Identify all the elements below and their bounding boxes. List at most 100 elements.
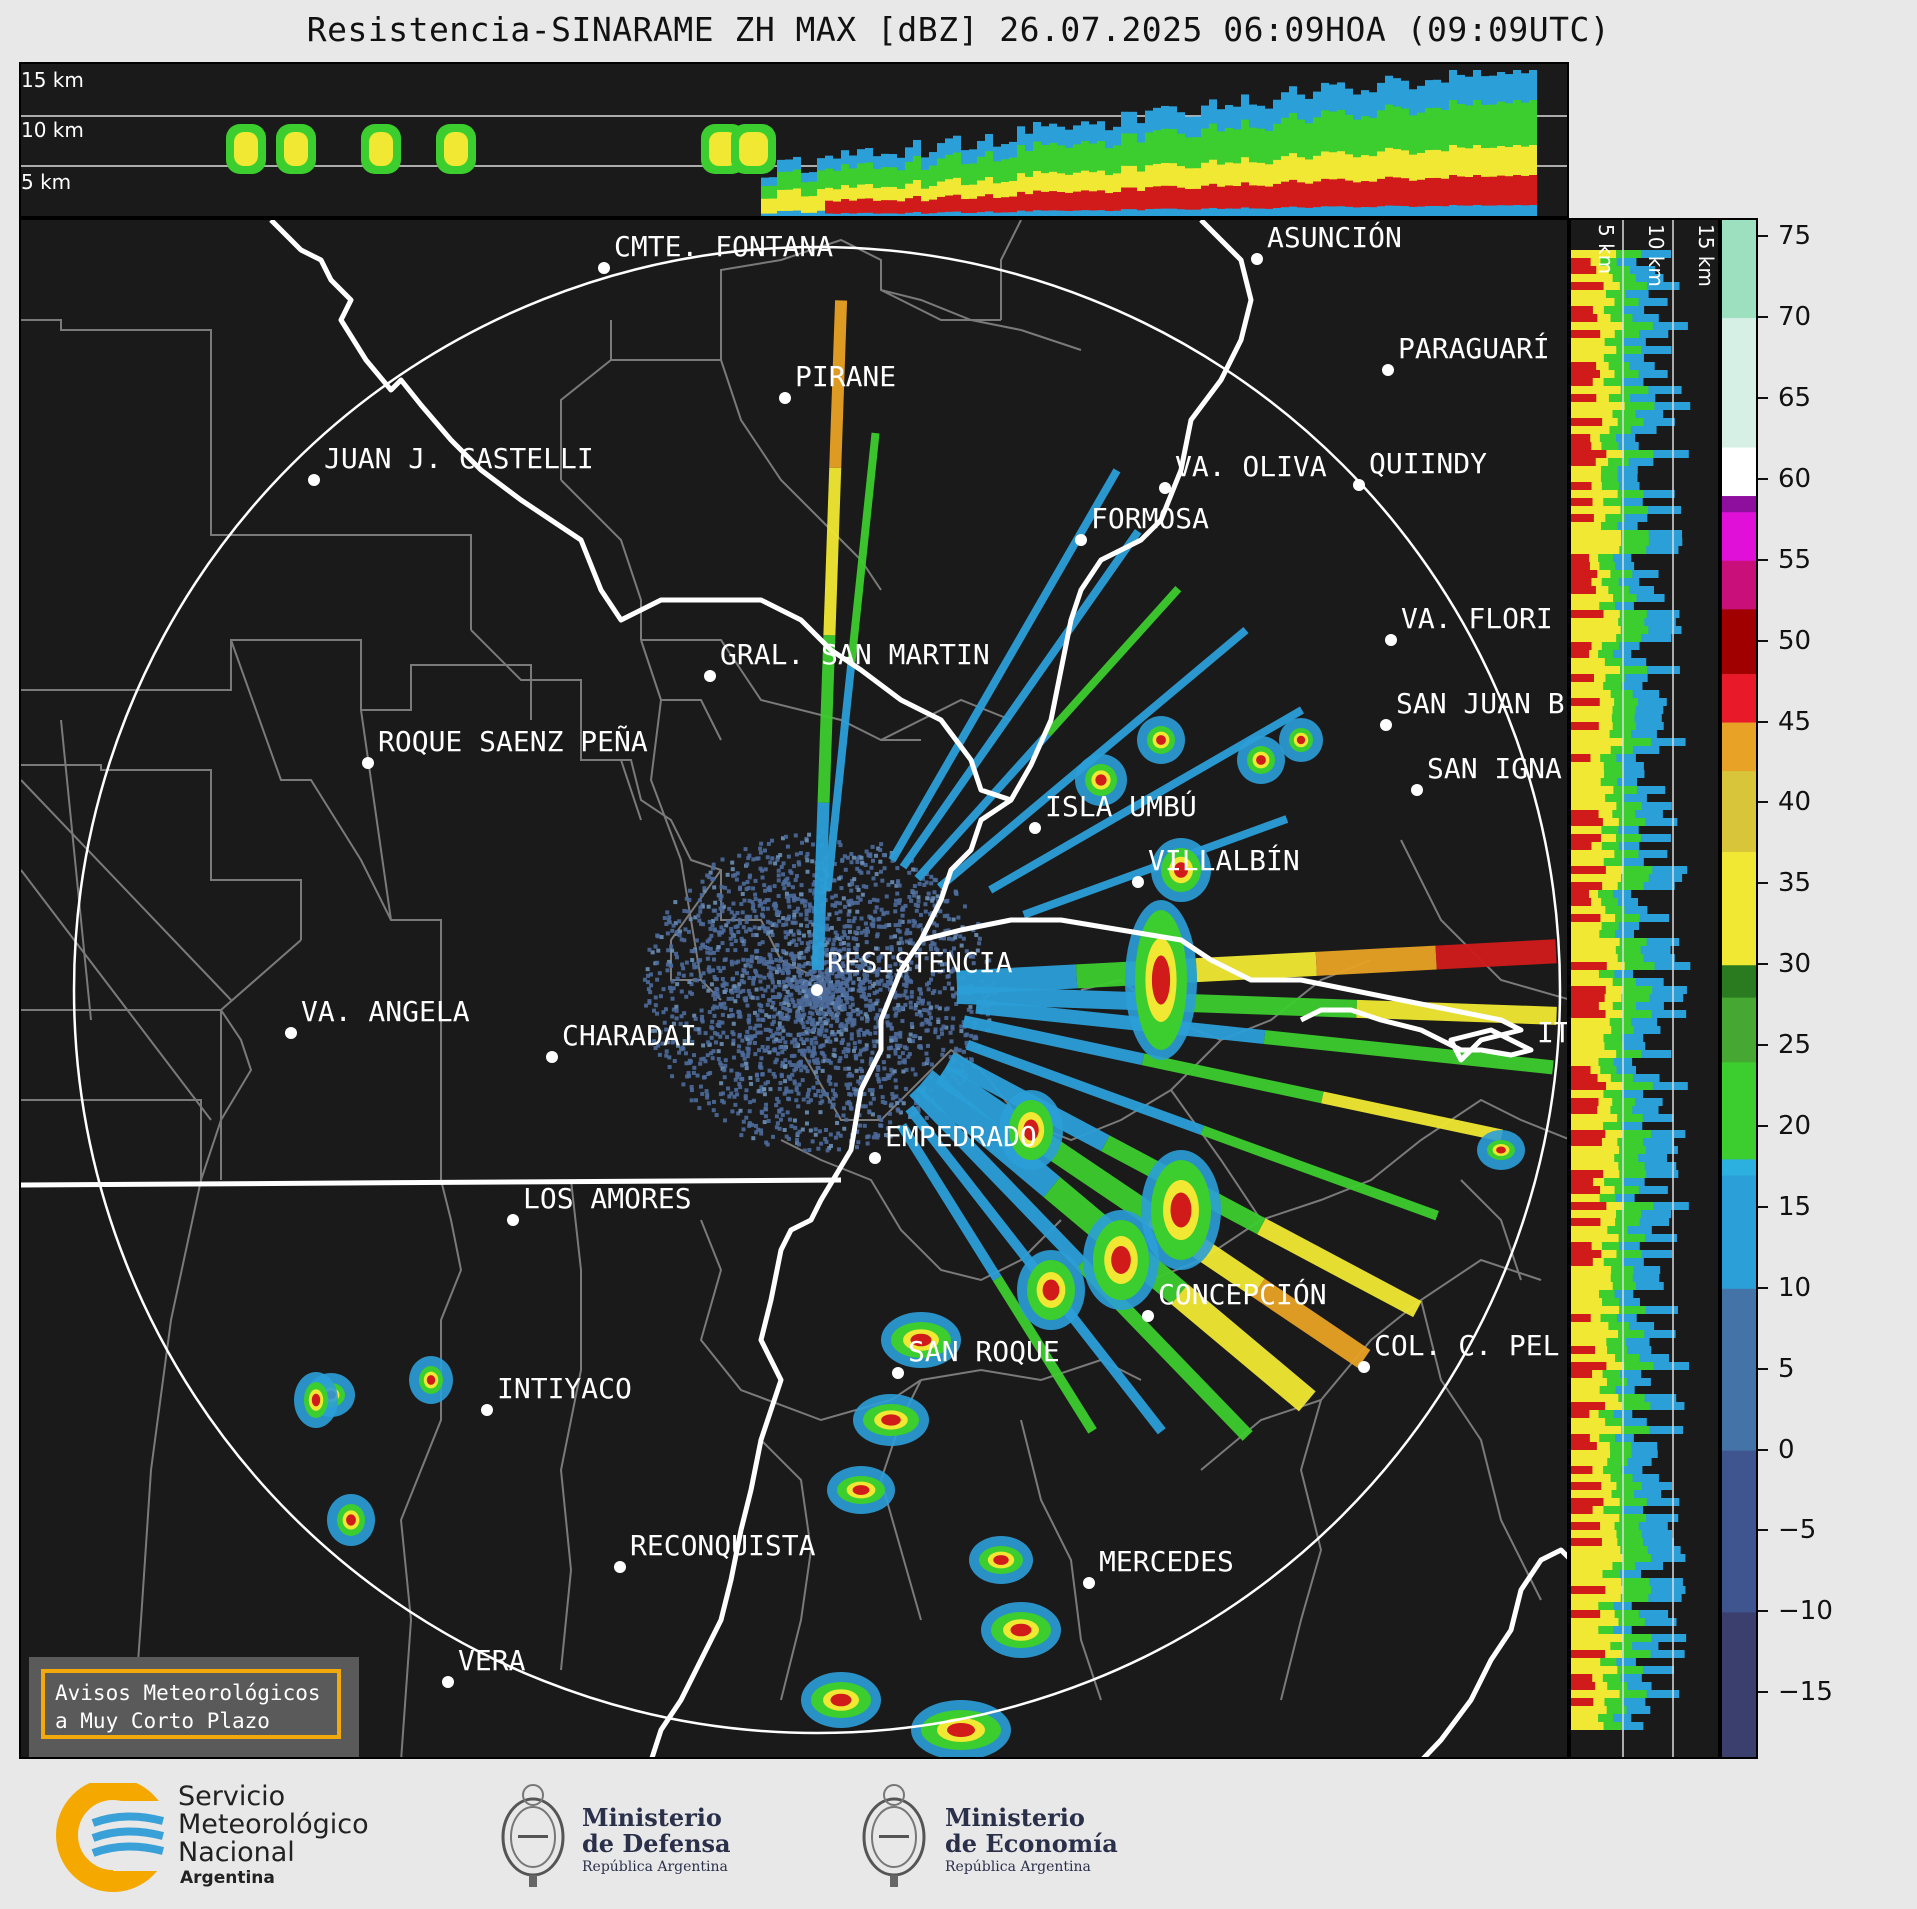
city-quiindy[interactable]: QUIINDY bbox=[1353, 447, 1487, 491]
city-label: SAN ROQUE bbox=[908, 1335, 1060, 1368]
city-san-juan-b[interactable]: SAN JUAN B bbox=[1380, 687, 1565, 731]
chart-title: Resistencia-SINARAME ZH MAX [dBZ] 26.07.… bbox=[306, 10, 1611, 49]
range-ring bbox=[72, 245, 1562, 1735]
top-height-label-10: 10 km bbox=[21, 118, 84, 142]
city-reconquista[interactable]: RECONQUISTA bbox=[614, 1529, 816, 1573]
colorbar-tick-label: −15 bbox=[1778, 1677, 1833, 1708]
side-height-label-10: 10 km bbox=[1644, 224, 1668, 287]
colorbar-tick-label: 55 bbox=[1778, 544, 1812, 575]
city-vera[interactable]: VERA bbox=[442, 1644, 526, 1688]
economia-logo-text: Ministerio de Economía República Argenti… bbox=[945, 1805, 1118, 1877]
city-label: JUAN J. CASTELLI bbox=[324, 442, 594, 475]
colorbar-tick-label: 65 bbox=[1778, 382, 1812, 413]
defensa-line-3: República Argentina bbox=[582, 1859, 728, 1875]
city-concepci-n[interactable]: CONCEPCIÓN bbox=[1142, 1277, 1327, 1322]
city-label: RECONQUISTA bbox=[630, 1529, 816, 1562]
city-label: CMTE. FONTANA bbox=[614, 230, 833, 263]
colorbar-tick bbox=[1758, 963, 1768, 966]
side-cross-section: 5 km 10 km 15 km bbox=[1571, 220, 1718, 1757]
smn-logo-text: Servicio Meteorológico Nacional Argentin… bbox=[178, 1783, 369, 1889]
colorbar-tick bbox=[1758, 477, 1768, 480]
city-va-angela[interactable]: VA. ANGELA bbox=[285, 995, 470, 1039]
city-label: COL. C. PEL bbox=[1374, 1329, 1559, 1362]
city-va-flori[interactable]: VA. FLORI bbox=[1385, 602, 1553, 646]
city-intiyaco[interactable]: INTIYACO bbox=[481, 1372, 632, 1416]
city-mercedes[interactable]: MERCEDES bbox=[1083, 1545, 1234, 1589]
notice-box[interactable]: Avisos Meteorológicos a Muy Corto Plazo bbox=[29, 1657, 359, 1757]
smn-line-2: Meteorológico bbox=[178, 1809, 369, 1840]
colorbar-tick bbox=[1758, 801, 1768, 804]
city-resistencia[interactable]: RESISTENCIA bbox=[811, 946, 1013, 996]
colorbar-tick bbox=[1758, 1448, 1768, 1451]
city-col-c-pel[interactable]: COL. C. PEL bbox=[1358, 1329, 1559, 1373]
city-label: VA. OLIVA bbox=[1175, 450, 1327, 483]
city-asunci-n[interactable]: ASUNCIÓN bbox=[1251, 220, 1402, 265]
colorbar-tick bbox=[1758, 1044, 1768, 1047]
city-label: ROQUE SAENZ PEÑA bbox=[378, 724, 648, 758]
river-borders bbox=[21, 220, 1567, 1757]
top-height-label-15: 15 km bbox=[21, 68, 84, 92]
city-label: FORMOSA bbox=[1091, 502, 1209, 535]
city-label: VA. ANGELA bbox=[301, 995, 470, 1028]
colorbar bbox=[1720, 218, 1758, 1759]
city-label: LOS AMORES bbox=[523, 1182, 692, 1215]
side-height-label-5: 5 km bbox=[1594, 224, 1618, 274]
city-gral-san-martin[interactable]: GRAL. SAN MARTIN bbox=[704, 638, 990, 682]
colorbar-tick-label: 50 bbox=[1778, 625, 1812, 656]
city-formosa[interactable]: FORMOSA bbox=[1075, 502, 1209, 546]
city-label: ASUNCIÓN bbox=[1267, 220, 1402, 254]
colorbar-tick bbox=[1758, 1286, 1768, 1289]
city-los-amores[interactable]: LOS AMORES bbox=[507, 1182, 692, 1226]
city-label: EMPEDRADO bbox=[885, 1120, 1037, 1153]
city-paraguar-[interactable]: PARAGUARÍ bbox=[1382, 331, 1550, 376]
city-label: RESISTENCIA bbox=[827, 946, 1013, 979]
smn-line-1: Servicio bbox=[178, 1781, 286, 1812]
radar-echoes bbox=[294, 300, 1557, 1757]
colorbar-tick bbox=[1758, 882, 1768, 885]
smn-logo-icon bbox=[56, 1783, 183, 1892]
notice-frame[interactable]: Avisos Meteorológicos a Muy Corto Plazo bbox=[41, 1669, 341, 1739]
notice-line-1: Avisos Meteorológicos bbox=[55, 1681, 321, 1705]
city-label: MERCEDES bbox=[1099, 1545, 1234, 1578]
economia-line-2: de Economía bbox=[945, 1829, 1118, 1858]
colorbar-tick-label: 30 bbox=[1778, 949, 1812, 980]
city-charadai[interactable]: CHARADAI bbox=[546, 1019, 697, 1063]
smn-line-4: Argentina bbox=[180, 1868, 275, 1888]
city-pirane[interactable]: PIRANE bbox=[779, 360, 896, 404]
colorbar-tick bbox=[1758, 1529, 1768, 1532]
colorbar-tick-label: 20 bbox=[1778, 1111, 1812, 1142]
colorbar-tick-label: 15 bbox=[1778, 1191, 1812, 1222]
colorbar-tick bbox=[1758, 1691, 1768, 1694]
city-va-oliva[interactable]: VA. OLIVA bbox=[1159, 450, 1327, 494]
city-it[interactable]: IT bbox=[1537, 1016, 1569, 1049]
smn-line-3: Nacional bbox=[178, 1837, 295, 1868]
city-cmte-fontana[interactable]: CMTE. FONTANA bbox=[598, 230, 833, 274]
city-label: VERA bbox=[458, 1644, 526, 1677]
colorbar-tick bbox=[1758, 235, 1768, 238]
colorbar-tick-label: 35 bbox=[1778, 868, 1812, 899]
city-isla-umb-[interactable]: ISLA UMBÚ bbox=[1029, 789, 1197, 834]
colorbar-tick bbox=[1758, 396, 1768, 399]
city-san-igna[interactable]: SAN IGNA bbox=[1411, 752, 1562, 796]
city-roque-saenz-pe-a[interactable]: ROQUE SAENZ PEÑA bbox=[362, 724, 648, 769]
colorbar-tick-label: 45 bbox=[1778, 706, 1812, 737]
city-label: QUIINDY bbox=[1369, 447, 1487, 480]
defensa-emblem-icon bbox=[501, 1784, 565, 1887]
side-cross-section-panel: 5 km 10 km 15 km bbox=[1569, 218, 1720, 1759]
city-villalb-n[interactable]: VILLALBÍN bbox=[1132, 843, 1300, 888]
radar-map[interactable]: CMTE. FONTANA ASUNCIÓN PARAGUARÍ PIRANE JUAN… bbox=[19, 218, 1569, 1759]
colorbar-tick-label: 70 bbox=[1778, 302, 1812, 333]
city-label: SAN JUAN B bbox=[1396, 687, 1565, 720]
colorbar-tick bbox=[1758, 1367, 1768, 1370]
defensa-line-2: de Defensa bbox=[582, 1829, 731, 1858]
city-juan-j-castelli[interactable]: JUAN J. CASTELLI bbox=[308, 442, 594, 486]
colorbar-tick bbox=[1758, 1205, 1768, 1208]
colorbar-tick-label: 40 bbox=[1778, 787, 1812, 818]
top-cross-section bbox=[21, 70, 1567, 216]
city-label: VA. FLORI bbox=[1401, 602, 1553, 635]
city-label: CHARADAI bbox=[562, 1019, 697, 1052]
city-san-roque[interactable]: SAN ROQUE bbox=[892, 1335, 1060, 1379]
colorbar-tick-label: 5 bbox=[1778, 1353, 1795, 1384]
city-label: PARAGUARÍ bbox=[1398, 331, 1550, 365]
city-empedrado[interactable]: EMPEDRADO bbox=[869, 1120, 1037, 1164]
